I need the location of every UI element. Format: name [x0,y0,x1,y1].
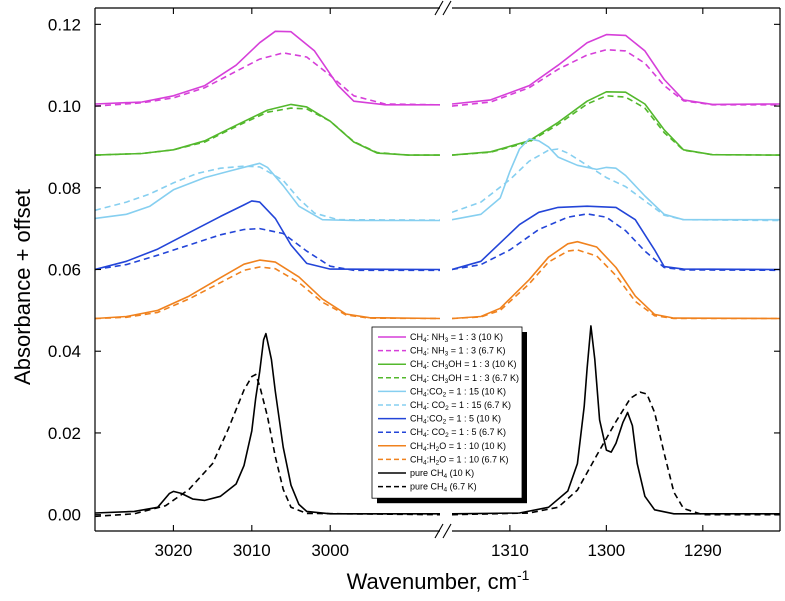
x-axis-title-main: Wavenumber, cm [347,569,517,594]
x-tick-label-3010: 3010 [233,541,271,560]
axis-break-top-a [434,0,444,16]
series-line-nh3_10k-right [452,33,780,106]
legend-label-pure_6_7k: pure CH4 (6.7 K) [410,482,477,494]
legend-label-co2_15_6_7k: CH4: CO2 = 1 : 15 (6.7 K) [410,400,511,412]
legend-label-h2o_6_7k: CH4:H2O = 1 : 10 (6.7 K) [410,454,509,466]
series-line-nh3_10k-left [95,30,440,106]
x-tick-label-1310: 1310 [491,541,529,560]
series-line-nh3_6_7k-left [95,52,440,107]
series-line-pure_10k-left [95,332,440,515]
legend: CH4: NH3 = 1 : 3 (10 K) CH4: NH3 = 1 : 3 … [371,326,527,504]
legend-box [371,326,523,499]
y-tick-label-0.04: 0.04 [48,342,81,361]
series-line-nh3_6_7k-right [452,48,780,107]
x-tick-label-1290: 1290 [684,541,722,560]
legend-label-co2_15_10k: CH4:CO2 = 1 : 15 (10 K) [410,386,506,398]
legend-label-h2o_10k: CH4:H2O = 1 : 10 (10 K) [410,441,506,453]
axis-break-bottom-a [434,523,444,539]
x-axis-title-superscript: -1 [517,567,530,583]
series-line-ch3oh_6_7k-left [95,107,440,156]
series-line-co2_5_6_7k-left [95,227,440,272]
legend-label-nh3_10k: CH4: NH3 = 1 : 3 (10 K) [410,332,503,344]
y-tick-label-0.06: 0.06 [48,261,81,280]
series-line-co2_15_6_7k-left [95,165,440,221]
y-tick-label-0.08: 0.08 [48,179,81,198]
y-axis-title: Absorbance + offset [10,189,35,385]
x-axis-title: Wavenumber, cm-1 [347,567,530,594]
series-line-h2o_6_7k-left [95,266,440,320]
legend-label-nh3_6_7k: CH4: NH3 = 1 : 3 (6.7 K) [410,346,506,358]
axis-break-top-b [442,0,452,16]
series-line-co2_5_10k-left [95,200,440,271]
series-line-co2_15_6_7k-right [452,148,780,222]
series-line-pure_6_7k-right [452,391,780,516]
x-tick-label-1300: 1300 [587,541,625,560]
legend-label-pure_10k: pure CH4 (10 K) [410,468,474,480]
x-tick-label-3020: 3020 [154,541,192,560]
y-tick-label-0.10: 0.10 [48,97,81,116]
legend-label-co2_5_10k: CH4:CO2 = 1 : 5 (10 K) [410,414,501,426]
series-line-pure_10k-right [452,325,780,515]
y-tick-label-0.00: 0.00 [48,506,81,525]
series-line-co2_15_10k-right [452,138,780,221]
series-line-ch3oh_6_7k-right [452,95,780,156]
y-tick-label-0.02: 0.02 [48,424,81,443]
axis-ticks: 0.00 0.02 0.04 0.06 0.08 0.10 0.12 3020 3010 3000… [48,8,780,560]
legend-label-co2_5_6_7k: CH4: CO2 = 1 : 5 (6.7 K) [410,427,506,439]
legend-label-ch3oh_6_7k: CH4: CH3OH = 1 : 3 (6.7 K) [410,373,519,385]
y-tick-label-0.12: 0.12 [48,15,81,34]
series-line-h2o_6_7k-right [452,249,780,320]
series-line-pure_6_7k-left [95,373,440,518]
legend-label-ch3oh_10k: CH4: CH3OH = 1 : 3 (10 K) [410,359,517,371]
series-line-co2_15_10k-left [95,162,440,222]
series-line-h2o_10k-right [452,240,780,320]
x-tick-label-3000: 3000 [311,541,349,560]
axis-break-bottom-b [442,523,452,539]
series-layer [95,30,780,518]
